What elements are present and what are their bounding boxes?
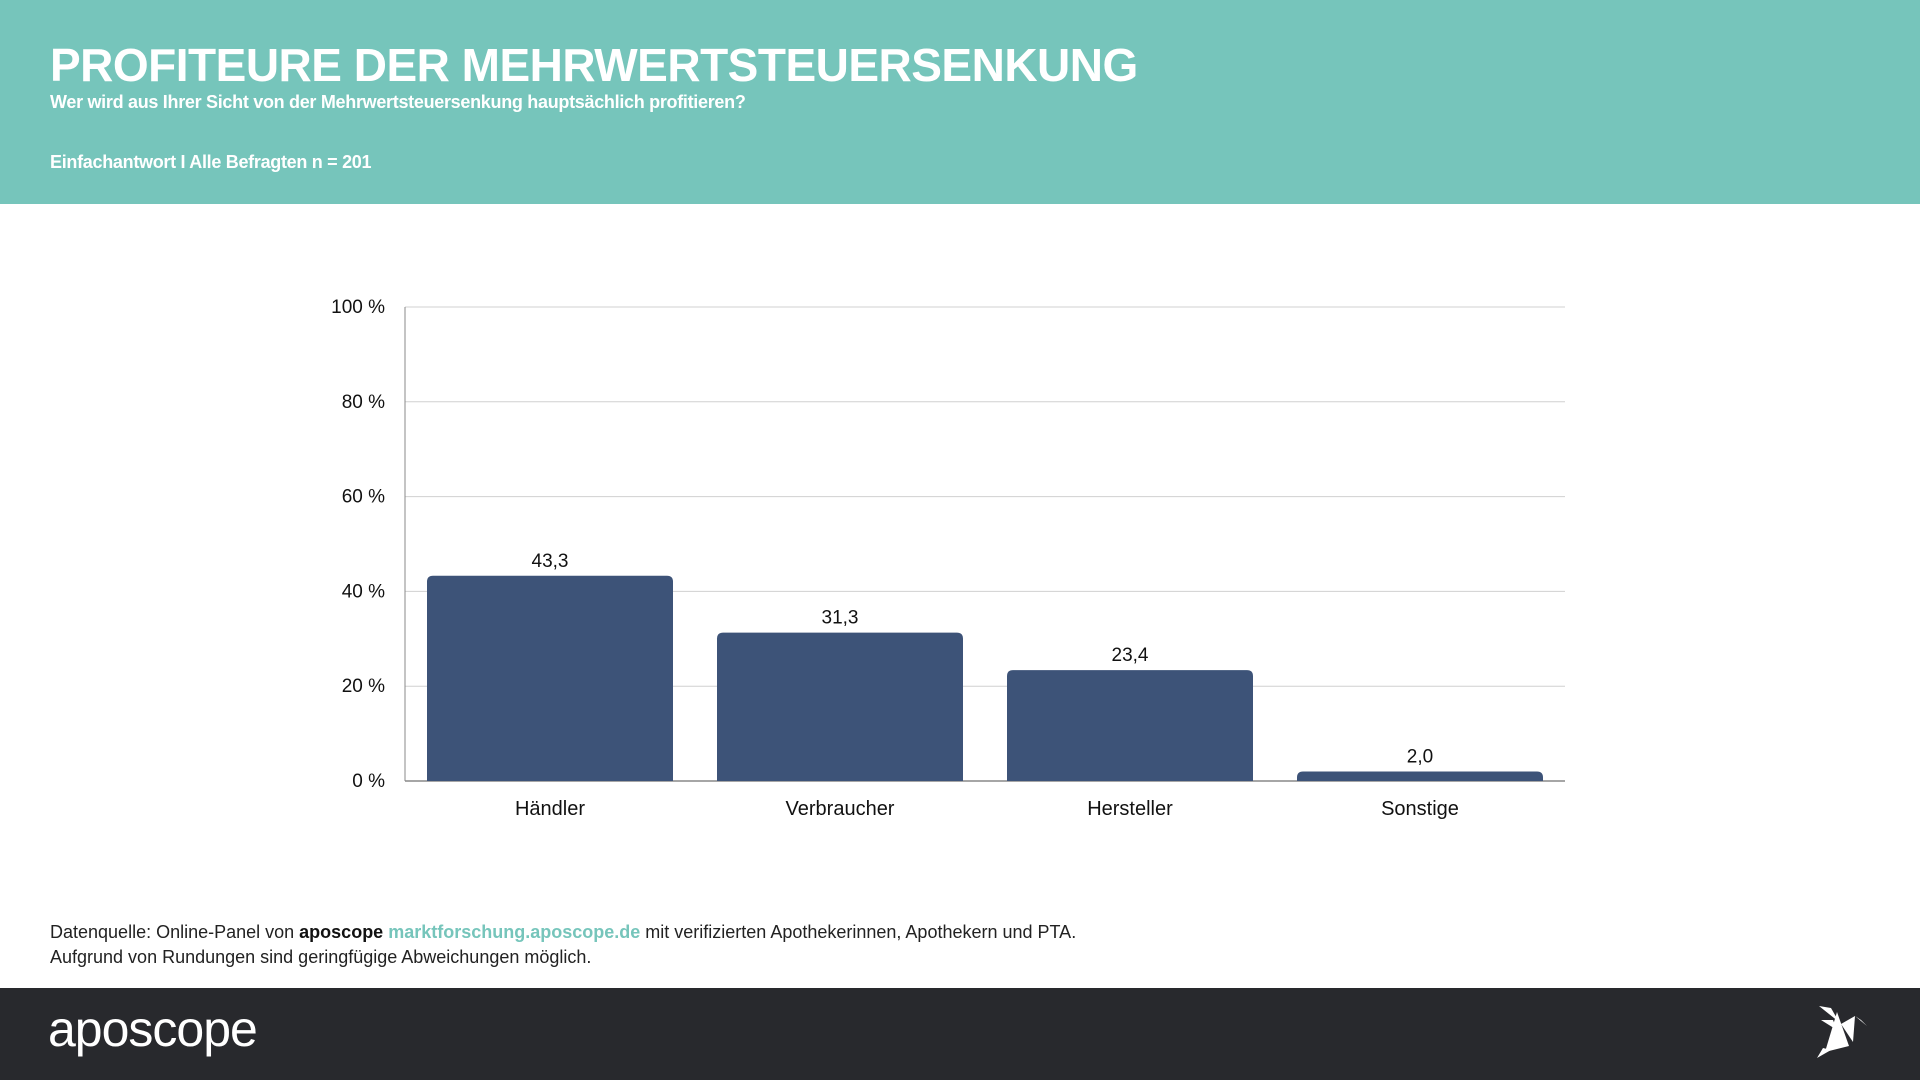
y-tick-label: 0 % [352,771,385,792]
data-label: 43,3 [532,551,569,572]
source-link[interactable]: marktforschung.aposcope.de [388,922,641,942]
sample-info: Einfachantwort I Alle Befragten n = 201 [50,152,372,172]
y-tick-label: 100 % [331,297,385,318]
bar-sonstige [1297,771,1543,781]
rounding-note: Aufgrund von Rundungen sind geringfügige… [50,947,592,967]
y-tick-label: 80 % [342,392,385,413]
x-tick-label: Hersteller [1087,798,1173,820]
bar-chart: 0 % 20 % 40 % 60 % 80 % 100 % 43,3 Händler 31,3 V… [331,297,1565,820]
y-tick-label: 40 % [342,581,385,602]
data-label: 31,3 [822,608,859,629]
page-title: PROFITEURE DER MEHRWERTSTEUERSENKUNG [50,39,1138,91]
bar-hersteller [1007,670,1253,781]
source-prefix: Datenquelle: Online-Panel von [50,922,300,942]
data-label: 23,4 [1112,645,1149,666]
aposcope-logo: aposcope [48,1001,258,1057]
source-note: Datenquelle: Online-Panel von aposcope m… [50,920,1076,970]
x-tick-label: Händler [515,798,585,820]
header-banner: PROFITEURE DER MEHRWERTSTEUERSENKUNG Wer… [0,0,1920,204]
question-subtitle: Wer wird aus Ihrer Sicht von der Mehrwer… [50,92,746,112]
source-brand: aposcope [299,922,384,942]
y-tick-label: 20 % [342,676,385,697]
x-tick-label: Sonstige [1381,798,1459,820]
origami-bird-icon [1817,1006,1867,1058]
footer-bar: aposcope [0,988,1920,1080]
x-tick-label: Verbraucher [786,798,895,820]
bar-händler [427,575,673,781]
source-suffix: mit verifizierten Apothekerinnen, Apothe… [640,922,1077,942]
y-tick-label: 60 % [342,487,385,508]
data-label: 2,0 [1407,747,1433,768]
bar-verbraucher [717,632,963,781]
